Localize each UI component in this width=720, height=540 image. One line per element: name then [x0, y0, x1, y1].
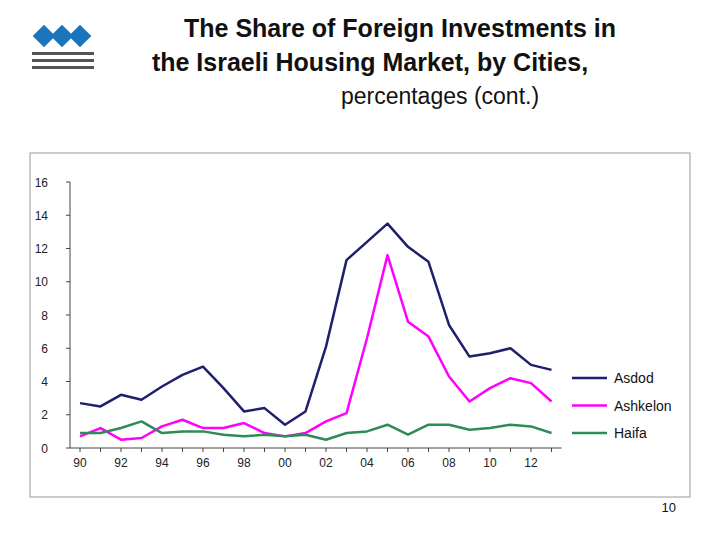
- x-tick: [510, 448, 511, 452]
- y-tick: [66, 281, 70, 282]
- y-tick: [66, 448, 70, 449]
- slide-canvas: The Share of Foreign Investments in the I…: [0, 0, 720, 540]
- logo-shape: [32, 66, 94, 69]
- x-tick: [449, 448, 450, 452]
- y-tick: [66, 215, 70, 216]
- legend-label: Haifa: [614, 425, 647, 441]
- x-tick: [367, 448, 368, 452]
- logo-shape: [69, 25, 92, 48]
- y-tick-label: 14: [35, 209, 49, 223]
- x-tick: [490, 448, 491, 452]
- y-tick-label: 12: [35, 242, 49, 256]
- x-tick-label: 94: [155, 456, 169, 470]
- y-tick-label: 10: [35, 275, 49, 289]
- x-tick-label: 04: [360, 456, 374, 470]
- series-line: [80, 255, 552, 440]
- x-tick-label: 10: [483, 456, 497, 470]
- y-tick-label: 6: [41, 342, 48, 356]
- logo-shape: [32, 52, 94, 55]
- x-tick: [162, 448, 163, 452]
- plot-lines: [80, 224, 552, 440]
- subtitle: percentages (cont.): [341, 83, 539, 109]
- x-tick: [551, 448, 552, 452]
- x-tick: [305, 448, 306, 452]
- legend-swatch: [572, 377, 607, 380]
- legend-label: Ashkelon: [614, 398, 672, 414]
- x-tick: [141, 448, 142, 452]
- y-tick: [66, 182, 70, 183]
- x-tick: [408, 448, 409, 452]
- slide: The Share of Foreign Investments in the I…: [0, 0, 720, 540]
- y-tick-label: 0: [41, 442, 48, 456]
- x-tick: [326, 448, 327, 452]
- y-tick-label: 2: [41, 408, 48, 422]
- chart-frame: [30, 153, 690, 497]
- logo-shape: [32, 59, 94, 62]
- logo: [32, 25, 94, 69]
- legend-label: Asdod: [614, 370, 654, 386]
- x-tick: [203, 448, 204, 452]
- x-tick-label: 00: [278, 456, 292, 470]
- x-tick-label: 96: [196, 456, 210, 470]
- x-tick: [346, 448, 347, 452]
- y-tick: [66, 348, 70, 349]
- x-tick-label: 06: [401, 456, 415, 470]
- x-tick: [100, 448, 101, 452]
- legend-swatch: [572, 432, 607, 435]
- y-tick: [66, 248, 70, 249]
- y-tick: [66, 414, 70, 415]
- x-tick: [387, 448, 388, 452]
- x-tick: [244, 448, 245, 452]
- y-tick-label: 8: [41, 309, 48, 323]
- x-tick: [223, 448, 224, 452]
- y-tick: [66, 315, 70, 316]
- y-tick-label: 4: [41, 375, 48, 389]
- x-tick: [264, 448, 265, 452]
- x-tick: [469, 448, 470, 452]
- title: the Israeli Housing Market, by Cities,: [152, 48, 588, 76]
- x-tick: [182, 448, 183, 452]
- series-line: [80, 421, 552, 439]
- x-tick-label: 12: [524, 456, 538, 470]
- x-tick-label: 08: [442, 456, 456, 470]
- x-tick: [285, 448, 286, 452]
- x-tick: [428, 448, 429, 452]
- x-tick-label: 92: [114, 456, 128, 470]
- x-tick-label: 90: [73, 456, 87, 470]
- x-tick: [121, 448, 122, 452]
- x-tick: [80, 448, 81, 452]
- title: The Share of Foreign Investments in: [184, 14, 616, 42]
- x-tick-label: 02: [319, 456, 333, 470]
- legend-swatch: [572, 404, 607, 407]
- page-number: 10: [662, 500, 676, 515]
- y-tick-label: 16: [35, 176, 49, 190]
- x-tick-label: 98: [237, 456, 251, 470]
- x-tick: [531, 448, 532, 452]
- y-tick: [66, 381, 70, 382]
- x-axis: [70, 448, 562, 449]
